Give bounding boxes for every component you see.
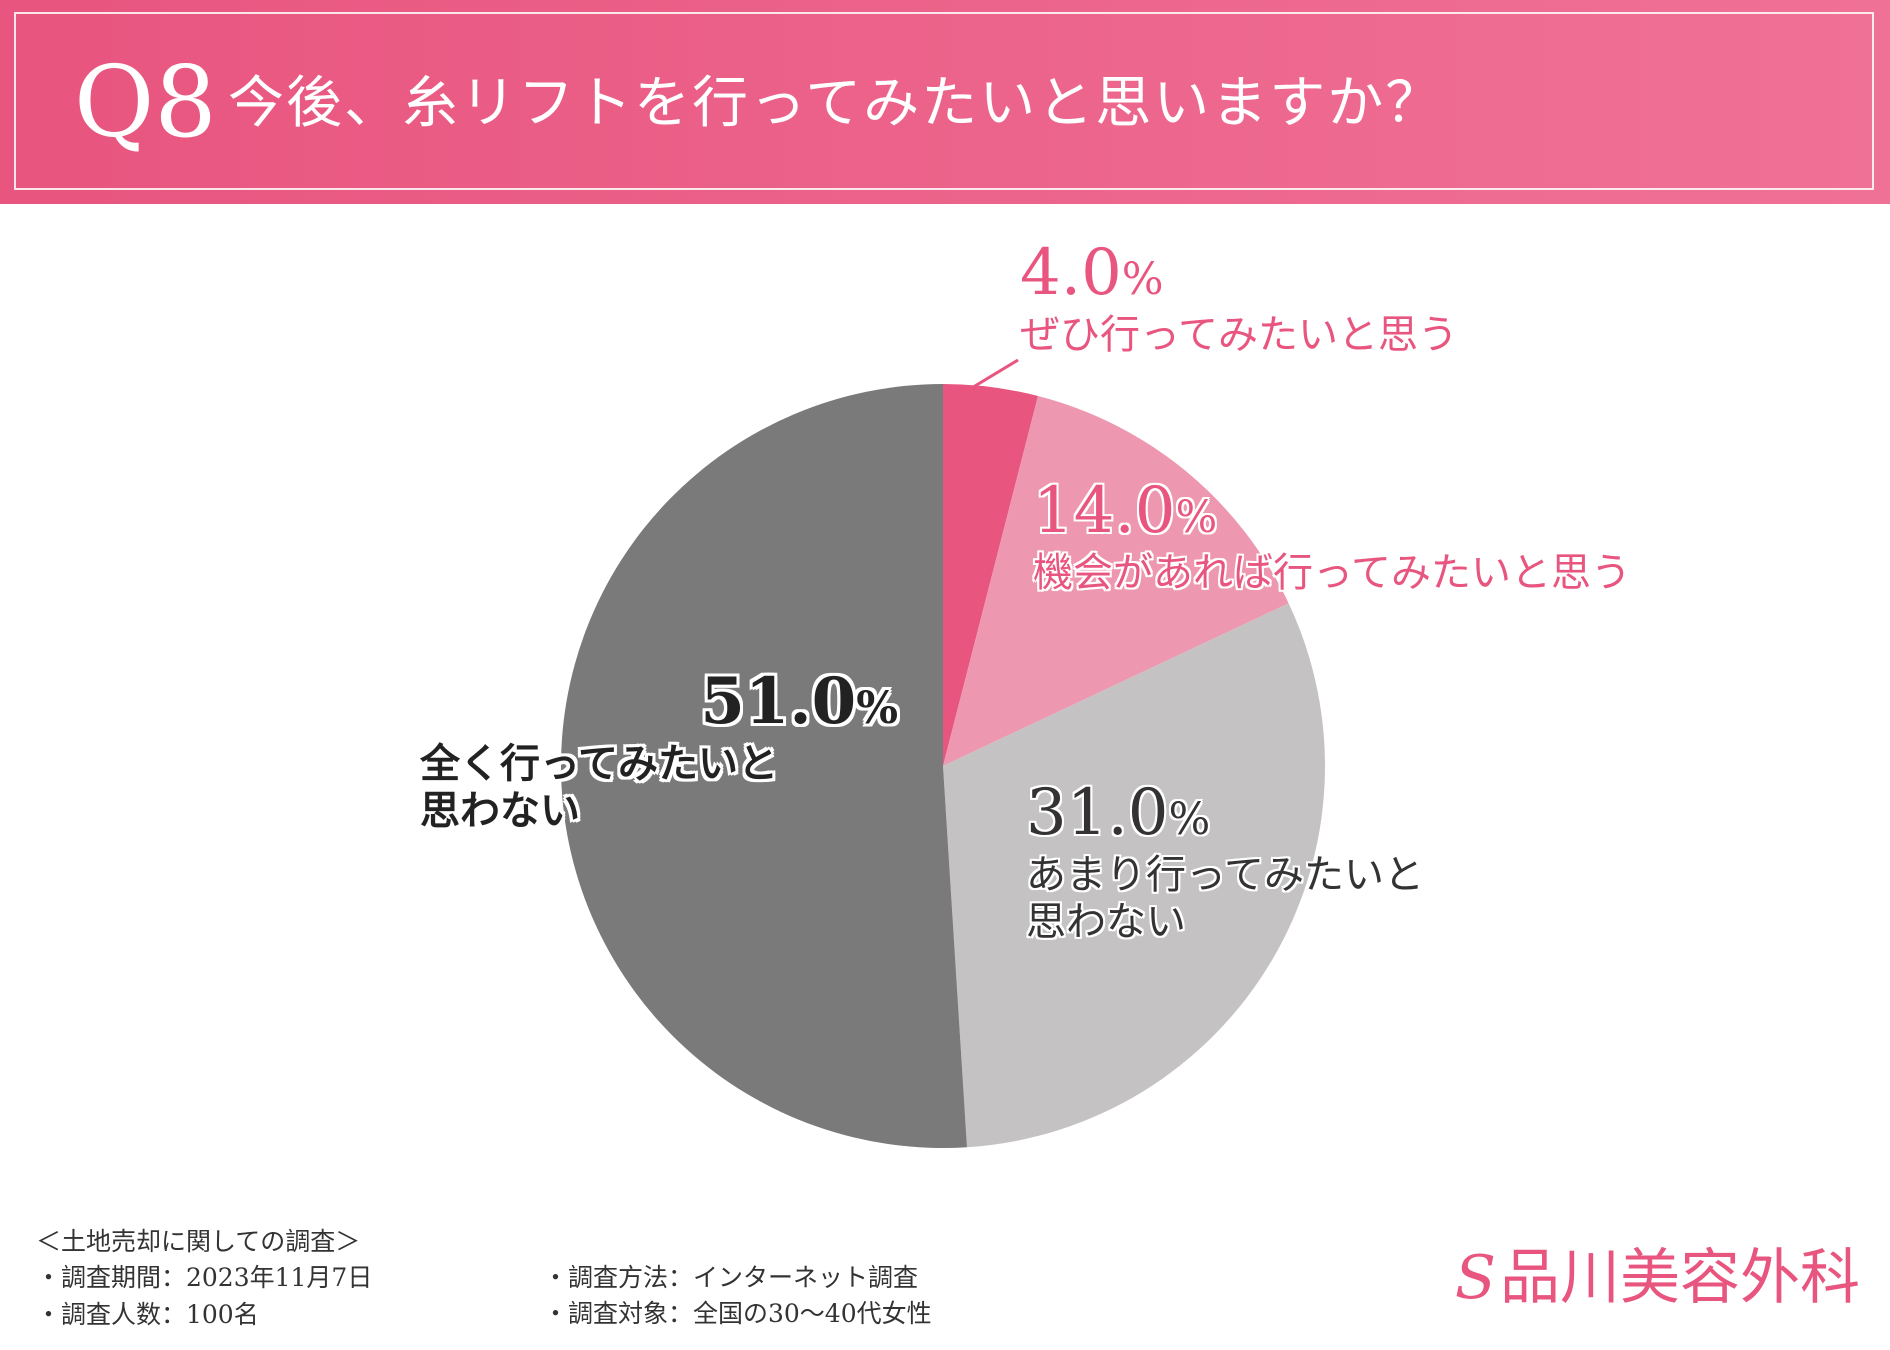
survey-method: ・調査方法：インターネット調査 bbox=[543, 1263, 919, 1292]
pie-slice-3 bbox=[560, 384, 967, 1149]
slice-1-pct: 14.0% bbox=[1033, 474, 1218, 548]
pie-slice-0 bbox=[943, 384, 1038, 766]
survey-title: ＜土地売却に関しての調査＞ bbox=[36, 1227, 361, 1256]
slice-3-desc-line2: 思わない bbox=[420, 786, 580, 834]
survey-people: ・調査人数：100名 bbox=[36, 1299, 259, 1329]
slice-0-pct: 4.0% bbox=[1020, 236, 1164, 310]
slice-0-desc: ぜひ行ってみたいと思う bbox=[1020, 311, 1458, 358]
slice-3-desc-line1: 全く行ってみたいと bbox=[420, 739, 778, 787]
survey-target: ・調査対象：全国の30〜40代女性 bbox=[543, 1299, 932, 1329]
pie-slice-1 bbox=[943, 396, 1289, 766]
slice-3-label: 51.0% 全く行ってみたいと 思わない bbox=[420, 664, 898, 834]
slice-3-pct: 51.0% bbox=[700, 664, 898, 739]
brand-mark: S bbox=[1454, 1243, 1496, 1313]
brand-logo: S品川美容外科 bbox=[1455, 1248, 1860, 1308]
question-number: Q8 bbox=[74, 46, 217, 160]
survey-info-right: ・調査方法：インターネット調査 ・調査対象：全国の30〜40代女性 bbox=[543, 1260, 932, 1333]
header-frame bbox=[14, 12, 1874, 190]
survey-info-left: ＜土地売却に関しての調査＞ ・調査期間：2023年11月7日 ・調査人数：100… bbox=[36, 1224, 372, 1333]
slice-2-desc-line1: あまり行ってみたいと bbox=[1026, 851, 1424, 898]
brand-name: 品川美容外科 bbox=[1500, 1243, 1860, 1313]
slice-0-label: 4.0% ぜひ行ってみたいと思う bbox=[1020, 236, 1458, 359]
slice-1-desc: 機会があれば行ってみたいと思う bbox=[1033, 549, 1631, 596]
question-title: 今後、糸リフトを行ってみたいと思いますか？ bbox=[228, 71, 1444, 136]
header-banner: Q8 今後、糸リフトを行ってみたいと思いますか？ bbox=[0, 0, 1890, 204]
survey-period: ・調査期間：2023年11月7日 bbox=[36, 1263, 373, 1293]
slice-1-label: 14.0% 機会があれば行ってみたいと思う bbox=[1033, 474, 1631, 597]
slice-2-desc-line2: 思わない bbox=[1026, 898, 1186, 945]
slice-2-pct: 31.0% bbox=[1026, 776, 1211, 850]
pie-slice-2 bbox=[943, 603, 1325, 1148]
slice-0-leader-line bbox=[964, 358, 1019, 394]
slice-2-label: 31.0% あまり行ってみたいと 思わない bbox=[1026, 776, 1424, 946]
pie-slices bbox=[560, 384, 1325, 1149]
